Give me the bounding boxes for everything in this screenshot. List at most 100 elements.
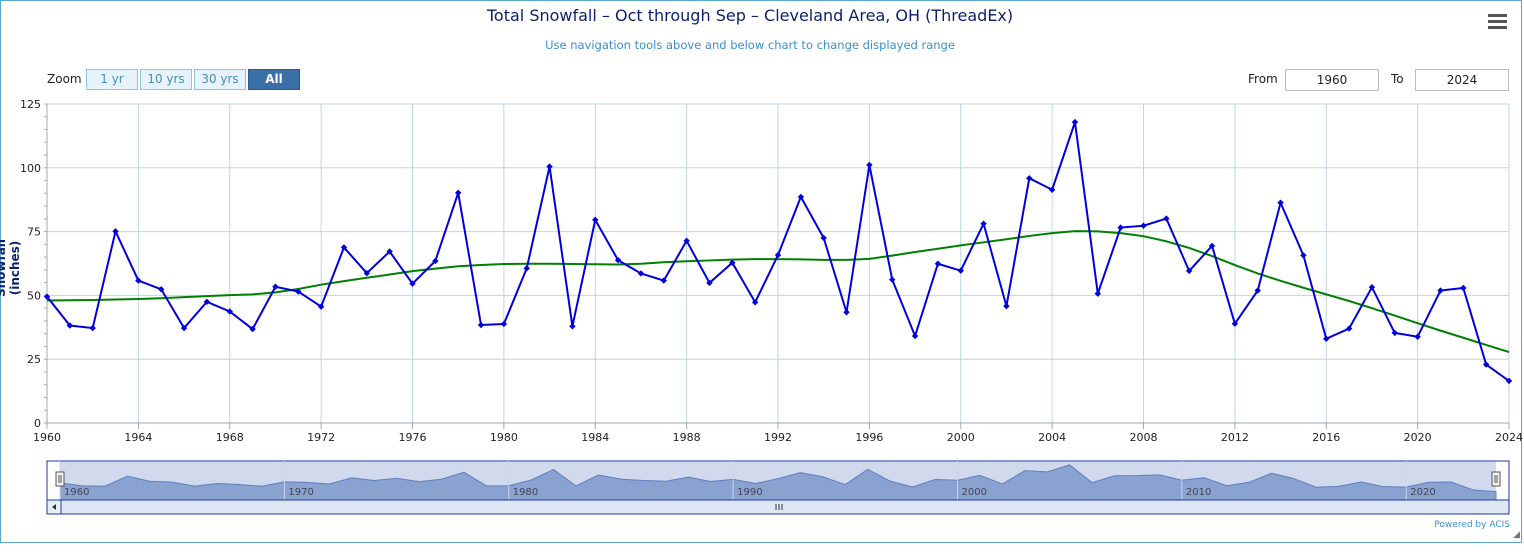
zoom-label: Zoom bbox=[47, 72, 82, 86]
x-tick-label: 2004 bbox=[1038, 431, 1066, 444]
hamburger-menu-icon[interactable] bbox=[1488, 14, 1507, 30]
snowfall-point bbox=[820, 234, 827, 242]
to-label: To bbox=[1391, 72, 1404, 86]
x-tick-label: 1968 bbox=[216, 431, 244, 444]
snowfall-point bbox=[1300, 252, 1307, 259]
handle-body bbox=[1491, 471, 1501, 487]
snowfall-point bbox=[1185, 267, 1193, 275]
x-tick-label: 2012 bbox=[1221, 431, 1249, 444]
snowfall-point bbox=[1254, 287, 1261, 294]
navigator-year-label: 2010 bbox=[1186, 487, 1211, 498]
snowfall-point bbox=[592, 216, 599, 224]
navigator-left-handle-icon[interactable] bbox=[55, 471, 65, 487]
snowfall-point bbox=[683, 237, 690, 244]
snowfall-point bbox=[523, 265, 530, 272]
x-tick-label: 1972 bbox=[307, 431, 335, 444]
handle-body bbox=[55, 471, 65, 487]
x-tick-label: 2020 bbox=[1404, 431, 1432, 444]
snowfall-point bbox=[1323, 335, 1330, 342]
snowfall-point bbox=[1071, 118, 1079, 126]
snowfall-point bbox=[889, 276, 896, 283]
snowfall-point bbox=[1345, 325, 1353, 332]
x-tick-label: 2016 bbox=[1312, 431, 1340, 444]
snowfall-point bbox=[112, 228, 119, 235]
y-tick-label: 125 bbox=[20, 98, 41, 111]
x-tick-label: 1988 bbox=[673, 431, 701, 444]
snowfall-point bbox=[386, 248, 393, 255]
snowfall-point bbox=[1208, 242, 1216, 250]
snowfall-point bbox=[432, 257, 439, 265]
snowfall-point bbox=[1391, 329, 1398, 337]
snowfall-point bbox=[797, 193, 805, 201]
snowfall-point bbox=[1163, 215, 1170, 222]
chart-subtitle: Use navigation tools above and below cha… bbox=[545, 38, 955, 52]
snowfall-point bbox=[546, 163, 553, 170]
x-tick-label: 1960 bbox=[33, 431, 61, 444]
navigator-year-label: 2000 bbox=[962, 487, 987, 498]
navigator-year-label: 1990 bbox=[737, 487, 762, 498]
snowfall-point bbox=[1437, 287, 1444, 294]
snowfall-point bbox=[1048, 186, 1056, 193]
from-date-input[interactable] bbox=[1285, 69, 1379, 91]
x-tick-label: 1996 bbox=[855, 431, 883, 444]
snowfall-point bbox=[500, 320, 508, 328]
chart-title: Total Snowfall – Oct through Sep – Cleve… bbox=[486, 6, 1014, 25]
snowfall-point bbox=[1117, 224, 1124, 231]
snowfall-point bbox=[1368, 284, 1376, 291]
snowfall-point bbox=[957, 267, 964, 274]
chart-frame bbox=[0, 0, 1522, 543]
snowfall-point bbox=[43, 293, 51, 300]
snowfall-point bbox=[980, 220, 987, 227]
snowfall-point bbox=[843, 309, 850, 316]
zoom-1yr-button[interactable]: 1 yr bbox=[86, 69, 138, 90]
x-tick-label: 1980 bbox=[490, 431, 518, 444]
snowfall-point bbox=[295, 288, 302, 295]
snowfall-point bbox=[340, 244, 348, 251]
navigator-year-label: 1980 bbox=[513, 487, 538, 498]
snowfall-point bbox=[637, 270, 645, 277]
snowfall-point bbox=[1140, 222, 1147, 229]
navigator-scrollbar[interactable] bbox=[46, 499, 1510, 515]
snowfall-point bbox=[569, 323, 576, 330]
powered-by-credit[interactable]: Powered by ACIS bbox=[1434, 520, 1510, 530]
snowfall-point bbox=[249, 325, 256, 333]
navigator-year-label: 2020 bbox=[1410, 487, 1435, 498]
resize-corner-icon[interactable]: ◢ bbox=[1513, 530, 1520, 540]
snowfall-point bbox=[1277, 199, 1284, 206]
snowfall-point bbox=[1505, 377, 1513, 385]
zoom-all-button[interactable]: All bbox=[248, 69, 300, 90]
navigator-right-handle-icon[interactable] bbox=[1491, 471, 1501, 487]
snowfall-point bbox=[660, 277, 667, 284]
y-tick-label: 100 bbox=[20, 162, 41, 175]
snowfall-point bbox=[203, 298, 211, 305]
zoom-30yrs-button[interactable]: 30 yrs bbox=[194, 69, 246, 90]
snowfall-point bbox=[1482, 361, 1490, 368]
x-tick-label: 1984 bbox=[581, 431, 609, 444]
snowfall-point bbox=[89, 324, 96, 332]
x-tick-label: 1992 bbox=[764, 431, 792, 444]
x-tick-label: 2000 bbox=[947, 431, 975, 444]
from-label: From bbox=[1248, 72, 1278, 86]
snowfall-point bbox=[774, 251, 782, 259]
y-tick-label: 50 bbox=[27, 289, 41, 302]
snowfall-point bbox=[477, 321, 485, 329]
snowfall-point bbox=[454, 189, 462, 197]
x-tick-label: 1976 bbox=[399, 431, 427, 444]
snowfall-point bbox=[226, 308, 233, 315]
snowfall-point bbox=[934, 260, 942, 267]
y-tick-label: 25 bbox=[27, 353, 41, 366]
snowfall-point bbox=[66, 322, 74, 329]
snowfall-point bbox=[1460, 284, 1467, 292]
snowfall-point bbox=[1231, 320, 1239, 327]
snowfall-point bbox=[158, 286, 165, 293]
snowfall-point bbox=[866, 161, 873, 169]
zoom-10yrs-button[interactable]: 10 yrs bbox=[140, 69, 192, 90]
to-date-input[interactable] bbox=[1415, 69, 1509, 91]
snowfall-point bbox=[1094, 290, 1102, 297]
arrow-left-icon bbox=[52, 504, 56, 510]
snowfall-point bbox=[706, 279, 713, 287]
snowfall-point bbox=[409, 280, 416, 287]
navigator-year-label: 1970 bbox=[288, 487, 313, 498]
snowfall-point bbox=[272, 283, 279, 290]
